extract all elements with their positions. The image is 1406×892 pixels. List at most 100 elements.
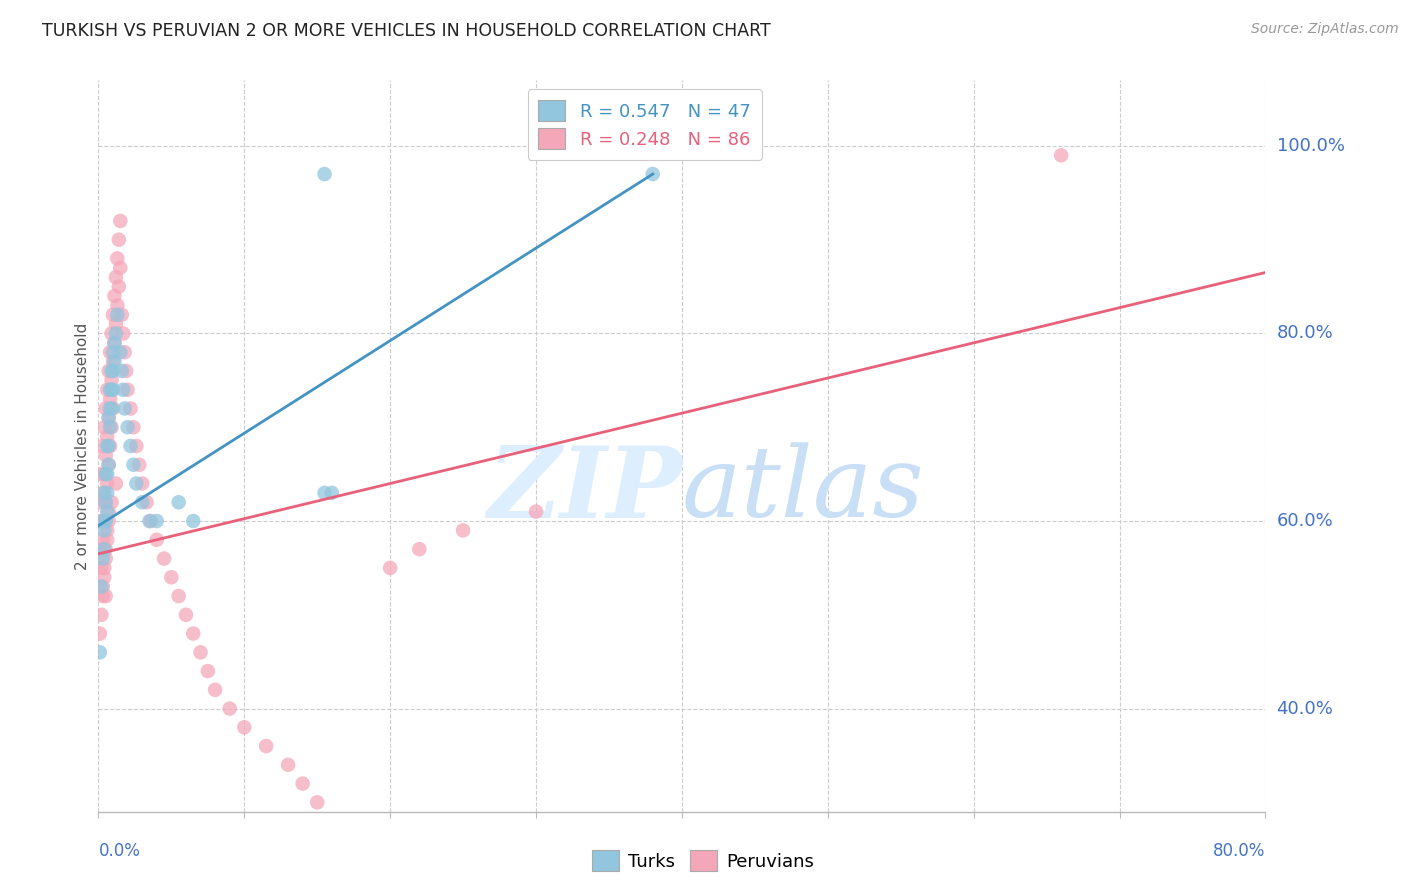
Point [218, 701, 240, 715]
Point [524, 505, 547, 519]
Point [89, 626, 111, 640]
Point [641, 167, 664, 181]
Point [110, 214, 132, 228]
Point [97, 514, 120, 528]
Point [103, 289, 125, 303]
Point [111, 364, 134, 378]
Point [110, 345, 132, 359]
Text: ZIP: ZIP [486, 442, 682, 538]
Point [98, 420, 121, 434]
Point [103, 335, 125, 350]
Point [91, 580, 114, 594]
Point [378, 561, 402, 575]
Text: 80.0%: 80.0% [1213, 842, 1265, 860]
Point [117, 383, 139, 397]
Point [131, 476, 153, 491]
Point [98, 392, 121, 406]
Point [96, 505, 118, 519]
Point [104, 476, 127, 491]
Point [103, 354, 125, 368]
Point [97, 458, 120, 472]
Point [408, 542, 430, 557]
Point [125, 476, 148, 491]
Point [96, 439, 118, 453]
Point [108, 279, 131, 293]
Point [94, 589, 117, 603]
Text: 0.0%: 0.0% [98, 842, 141, 860]
Point [89, 542, 111, 557]
Point [94, 551, 117, 566]
Point [254, 739, 277, 753]
Point [96, 429, 118, 443]
Point [94, 495, 117, 509]
Point [160, 570, 183, 584]
Point [91, 533, 114, 547]
Point [167, 589, 190, 603]
Point [104, 317, 127, 331]
Legend: Turks, Peruvians: Turks, Peruvians [585, 843, 821, 879]
Point [122, 458, 145, 472]
Point [94, 514, 117, 528]
Point [115, 364, 138, 378]
Point [307, 795, 329, 809]
Point [93, 570, 115, 584]
Point [101, 364, 124, 378]
Point [1050, 148, 1073, 162]
Point [100, 364, 122, 378]
Point [233, 720, 256, 734]
Point [114, 345, 136, 359]
Point [146, 533, 169, 547]
Point [120, 439, 142, 453]
Point [94, 542, 117, 557]
Point [112, 383, 135, 397]
Point [93, 420, 115, 434]
Point [451, 524, 474, 538]
Point [96, 533, 118, 547]
Point [120, 401, 142, 416]
Point [197, 664, 219, 678]
Point [139, 514, 162, 528]
Point [97, 410, 120, 425]
Point [91, 514, 114, 528]
Point [96, 467, 118, 482]
Point [128, 458, 150, 472]
Point [105, 298, 128, 312]
Point [96, 383, 118, 397]
Point [108, 233, 131, 247]
Point [135, 495, 157, 509]
Point [104, 326, 127, 341]
Point [93, 486, 115, 500]
Point [93, 524, 115, 538]
Point [96, 486, 118, 500]
Point [105, 252, 128, 266]
Point [146, 514, 169, 528]
Point [89, 495, 111, 509]
Y-axis label: 2 or more Vehicles in Household: 2 or more Vehicles in Household [75, 322, 90, 570]
Point [131, 495, 153, 509]
Point [98, 345, 121, 359]
Text: 40.0%: 40.0% [1277, 699, 1333, 717]
Point [100, 326, 122, 341]
Point [96, 476, 118, 491]
Point [111, 308, 134, 322]
Point [94, 495, 117, 509]
Point [110, 260, 132, 275]
Point [101, 354, 124, 368]
Point [105, 308, 128, 322]
Point [100, 401, 122, 416]
Point [101, 401, 124, 416]
Point [94, 449, 117, 463]
Point [89, 645, 111, 659]
Point [91, 551, 114, 566]
Legend: R = 0.547   N = 47, R = 0.248   N = 86: R = 0.547 N = 47, R = 0.248 N = 86 [527, 89, 762, 160]
Point [174, 607, 197, 622]
Point [153, 551, 176, 566]
Point [181, 514, 204, 528]
Point [93, 561, 115, 575]
Point [101, 345, 124, 359]
Point [100, 420, 122, 434]
Text: atlas: atlas [682, 442, 925, 538]
Point [91, 439, 114, 453]
Point [90, 607, 112, 622]
Point [98, 383, 121, 397]
